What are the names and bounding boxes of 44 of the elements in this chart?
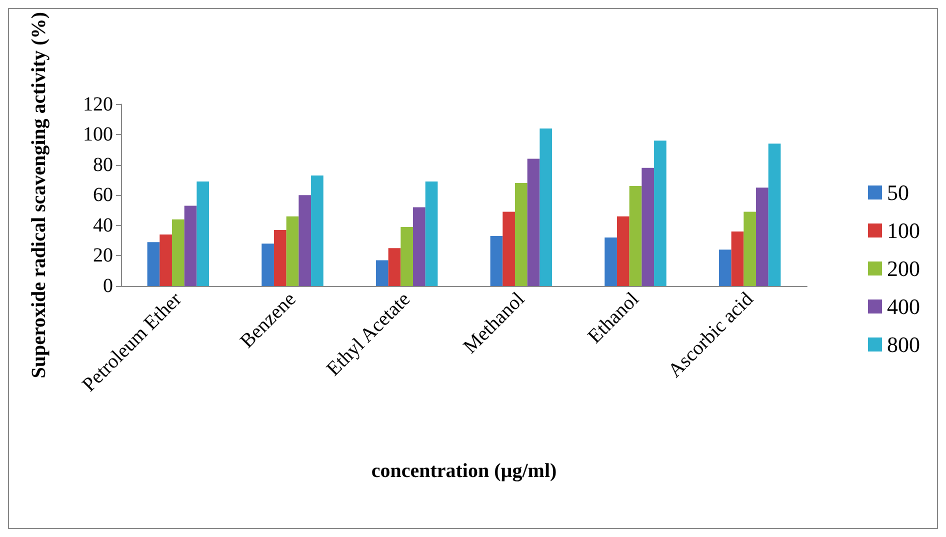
bar [425, 182, 438, 286]
bar [147, 242, 160, 286]
legend-label: 200 [887, 256, 920, 281]
bar [540, 128, 552, 286]
bar [298, 195, 312, 286]
bar [184, 206, 197, 286]
bar [604, 238, 617, 286]
bar [388, 248, 401, 286]
y-tick-label: 20 [93, 244, 113, 267]
bar [616, 216, 630, 286]
bar [654, 140, 666, 286]
bar [160, 234, 172, 286]
y-tick-label: 60 [93, 184, 113, 206]
y-axis-title: Superoxide radical scavenging activity (%) [28, 12, 50, 378]
bar [274, 230, 286, 286]
bar [400, 226, 414, 286]
bar [768, 144, 781, 286]
bar [514, 183, 528, 286]
bar [311, 175, 324, 286]
bar [527, 158, 540, 286]
bar [744, 212, 756, 286]
bar [731, 231, 744, 286]
legend-label: 100 [887, 218, 920, 243]
x-axis-title: concentration (µg/ml) [371, 460, 557, 482]
bar [502, 212, 515, 286]
y-tick-label: 100 [83, 124, 113, 146]
bar [286, 216, 299, 286]
y-tick-label: 120 [83, 93, 113, 116]
bar [376, 260, 388, 286]
bar [196, 182, 210, 286]
bar [629, 186, 642, 286]
bar [718, 250, 732, 286]
y-tick-label: 40 [93, 214, 113, 236]
legend-label: 400 [887, 294, 920, 319]
bar [756, 188, 768, 286]
legend-label: 50 [887, 180, 909, 205]
bar [642, 168, 654, 286]
bar [262, 244, 274, 286]
bar [413, 207, 426, 286]
y-tick-label: 0 [103, 275, 113, 297]
y-tick-label: 80 [93, 154, 113, 176]
legend-label: 800 [887, 332, 920, 357]
bar [172, 219, 184, 286]
bar [490, 236, 503, 286]
